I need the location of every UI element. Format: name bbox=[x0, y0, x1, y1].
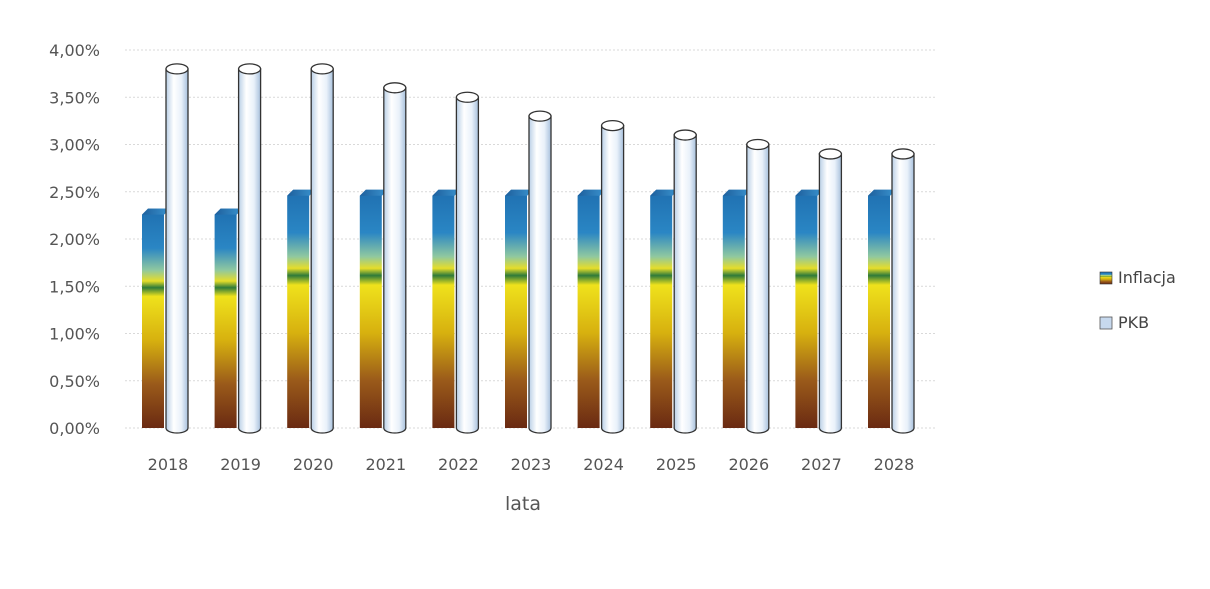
pkb-bar bbox=[818, 153, 843, 434]
x-tick-label: 2027 bbox=[801, 455, 842, 474]
bars bbox=[142, 63, 915, 434]
pkb-bar bbox=[237, 68, 262, 434]
x-axis: 2018 2019 2020 2021 2022 2023 2024 2025 2026 2027… bbox=[148, 455, 915, 474]
inflacja-bar-top bbox=[650, 189, 679, 196]
inflacja-bar bbox=[650, 189, 679, 428]
legend-swatch-pkb bbox=[1099, 316, 1113, 330]
inflacja-bar-top bbox=[868, 189, 896, 196]
pkb-bar bbox=[891, 153, 915, 434]
x-tick-label: 2020 bbox=[293, 455, 334, 474]
inflacja-bar bbox=[505, 189, 533, 428]
y-tick-label: 2,00% bbox=[49, 230, 100, 249]
inflacja-bar-top bbox=[505, 189, 533, 196]
inflacja-bar bbox=[214, 208, 243, 428]
inflacja-bar-top bbox=[287, 189, 316, 196]
inflacja-bar-top bbox=[722, 189, 751, 196]
pkb-bar-top bbox=[237, 63, 262, 75]
inflacja-bar-top bbox=[432, 189, 461, 196]
pkb-bar-top bbox=[528, 110, 552, 122]
inflacja-bar bbox=[577, 189, 606, 428]
pkb-bar-top bbox=[310, 63, 334, 75]
legend-label-pkb: PKB bbox=[1118, 313, 1149, 332]
pkb-bar bbox=[600, 124, 625, 434]
x-tick-label: 2025 bbox=[656, 455, 697, 474]
pkb-bar-top bbox=[673, 129, 697, 141]
x-tick-label: 2021 bbox=[365, 455, 406, 474]
inflacja-bar bbox=[795, 189, 824, 428]
inflacja-bar bbox=[287, 189, 316, 428]
inflacja-bar bbox=[868, 189, 896, 428]
inflacja-bar-top bbox=[142, 208, 170, 215]
x-tick-label: 2026 bbox=[728, 455, 769, 474]
inflacja-bar-top bbox=[795, 189, 824, 196]
pkb-bar-top bbox=[455, 91, 480, 103]
inflacja-bar-top bbox=[214, 208, 243, 215]
inflacja-bar-top bbox=[577, 189, 606, 196]
x-tick-label: 2024 bbox=[583, 455, 624, 474]
x-tick-label: 2022 bbox=[438, 455, 479, 474]
pkb-bar bbox=[528, 115, 552, 434]
y-tick-label: 2,50% bbox=[49, 183, 100, 202]
pkb-bar-top bbox=[818, 148, 843, 160]
pkb-bar-top bbox=[746, 138, 770, 151]
pkb-bar bbox=[455, 96, 480, 434]
x-tick-label: 2028 bbox=[874, 455, 915, 474]
pkb-bar-top bbox=[891, 148, 915, 160]
inflacja-bar bbox=[142, 208, 170, 428]
y-tick-label: 0,50% bbox=[49, 372, 100, 391]
inflacja-bar bbox=[432, 189, 461, 428]
legend-label-inflacja: Inflacja bbox=[1118, 268, 1176, 287]
pkb-bar bbox=[383, 87, 407, 434]
x-axis-title: lata bbox=[505, 493, 541, 515]
pkb-bar bbox=[673, 134, 697, 434]
y-tick-label: 3,50% bbox=[49, 88, 100, 107]
inflacja-bar bbox=[722, 189, 751, 428]
pkb-bar-top bbox=[383, 82, 407, 94]
legend-swatch-inflacja bbox=[1099, 271, 1113, 285]
y-tick-label: 4,00% bbox=[49, 41, 100, 60]
y-tick-label: 1,00% bbox=[49, 325, 100, 344]
y-axis: 0,00% 0,50% 1,00% 1,50% 2,00% 2,50% 3,00% 3,50%… bbox=[49, 41, 100, 438]
inflacja-bar-top bbox=[359, 189, 388, 196]
legend: Inflacja PKB bbox=[1099, 268, 1176, 332]
inflacja-bar bbox=[359, 189, 388, 428]
pkb-bar bbox=[310, 68, 334, 434]
y-tick-label: 3,00% bbox=[49, 136, 100, 155]
x-tick-label: 2019 bbox=[220, 455, 261, 474]
pkb-bar bbox=[165, 68, 189, 434]
y-tick-label: 1,50% bbox=[49, 277, 100, 296]
pkb-bar bbox=[746, 143, 770, 434]
x-tick-label: 2018 bbox=[148, 455, 189, 474]
x-tick-label: 2023 bbox=[511, 455, 552, 474]
y-tick-label: 0,00% bbox=[49, 419, 100, 438]
pkb-bar-top bbox=[165, 63, 189, 75]
pkb-bar-top bbox=[600, 119, 625, 132]
